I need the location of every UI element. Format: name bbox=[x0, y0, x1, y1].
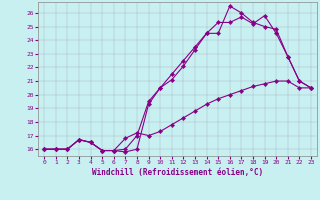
X-axis label: Windchill (Refroidissement éolien,°C): Windchill (Refroidissement éolien,°C) bbox=[92, 168, 263, 177]
